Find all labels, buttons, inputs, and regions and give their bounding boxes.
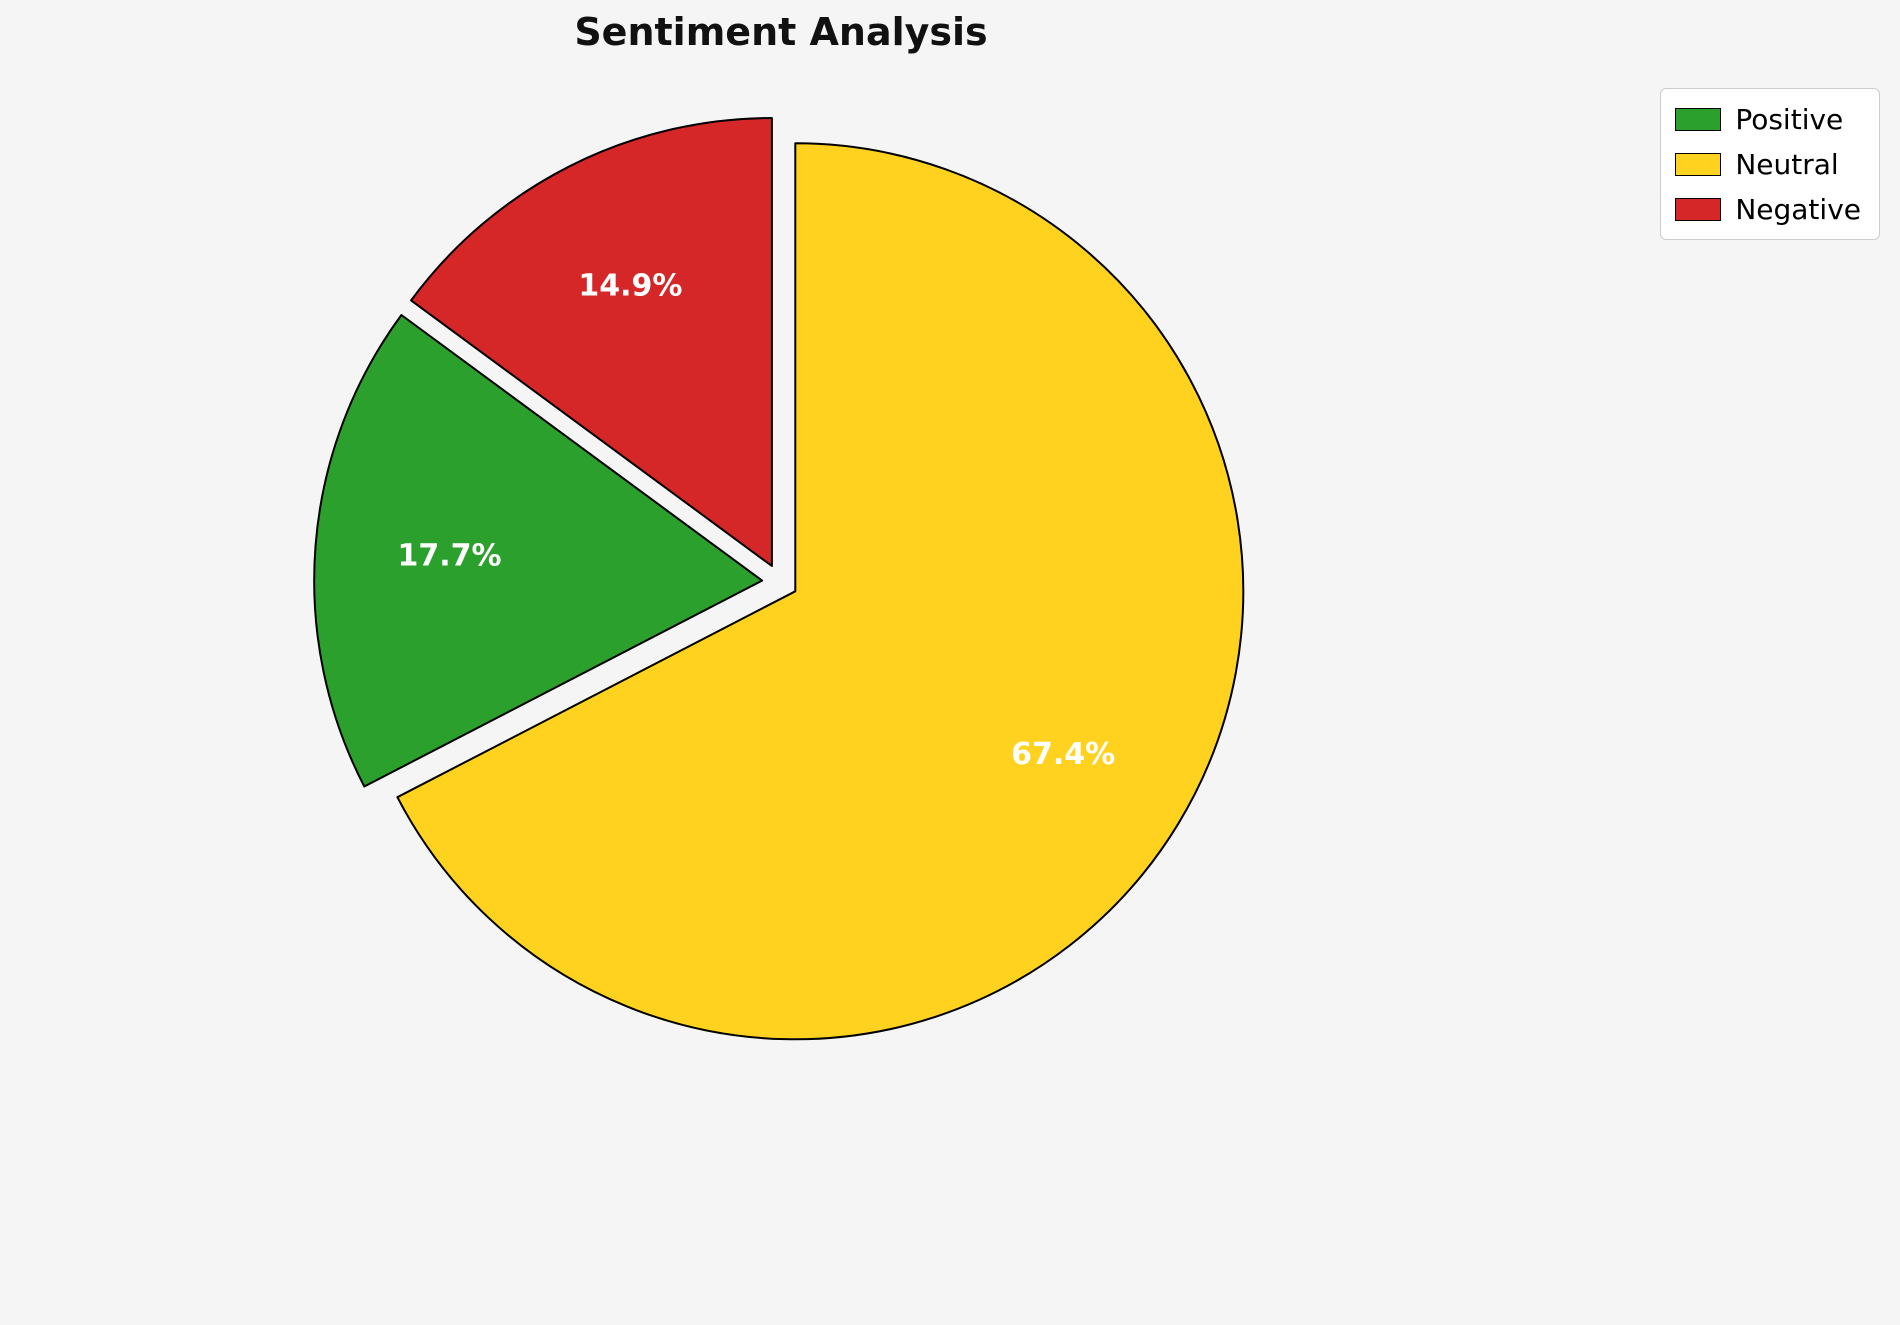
legend-label-negative: Negative	[1735, 192, 1861, 226]
legend-label-neutral: Neutral	[1735, 147, 1839, 181]
legend-item-positive: Positive	[1675, 101, 1861, 137]
legend-item-neutral: Neutral	[1675, 146, 1861, 182]
pie-slice-negative	[410, 117, 773, 567]
slice-percent-label-neutral: 67.4%	[1011, 737, 1115, 772]
legend-label-positive: Positive	[1735, 102, 1844, 136]
slice-percent-label-positive: 17.7%	[397, 539, 501, 574]
slice-percent-label-negative: 14.9%	[578, 269, 682, 304]
legend-swatch-neutral	[1675, 152, 1722, 176]
legend-swatch-positive	[1675, 107, 1722, 131]
legend-swatch-negative	[1675, 197, 1722, 221]
legend-item-negative: Negative	[1675, 191, 1861, 227]
pie-slice-positive	[313, 314, 764, 788]
pie-slice-neutral	[396, 142, 1245, 1041]
legend: Positive Neutral Negative	[1660, 88, 1880, 240]
chart-title: Sentiment Analysis	[574, 10, 988, 54]
